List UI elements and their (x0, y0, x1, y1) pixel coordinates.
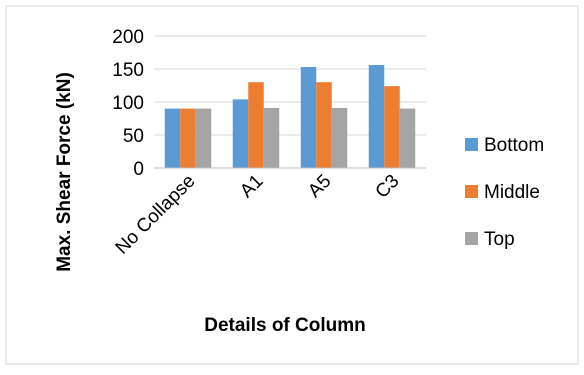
bar-top-no-collapse (195, 108, 212, 168)
bar-middle-no-collapse (180, 108, 196, 168)
bar-middle-a5 (316, 82, 332, 168)
y-tick-label: 100 (112, 93, 144, 114)
bars (164, 65, 416, 168)
bar-middle-c3 (384, 86, 400, 168)
x-axis-title: Details of Column (204, 315, 366, 336)
legend-swatch-bottom (465, 138, 478, 151)
bar-bottom-no-collapse (164, 108, 181, 168)
y-tick-labels: 0 50 100 150 200 (112, 27, 144, 180)
bar-bottom-c3 (368, 65, 385, 168)
chart-border (5, 5, 579, 365)
legend-label-top: Top (484, 229, 515, 250)
legend-label-middle: Middle (484, 182, 540, 203)
y-tick-label: 150 (112, 60, 144, 81)
y-tick-label: 50 (123, 126, 144, 147)
bar-middle-a1 (248, 82, 264, 168)
legend-swatch-middle (465, 185, 478, 198)
legend-label-bottom: Bottom (484, 135, 544, 156)
legend: Bottom Middle Top (465, 135, 544, 250)
bar-top-c3 (399, 108, 416, 168)
y-tick-label: 200 (112, 27, 144, 48)
y-tick-label: 0 (133, 159, 144, 180)
y-axis-title: Max. Shear Force (kN) (54, 72, 75, 272)
bar-top-a5 (331, 107, 348, 168)
bar-bottom-a1 (232, 99, 249, 168)
legend-swatch-top (465, 232, 478, 245)
bar-bottom-a5 (300, 67, 317, 168)
bar-top-a1 (263, 107, 280, 168)
